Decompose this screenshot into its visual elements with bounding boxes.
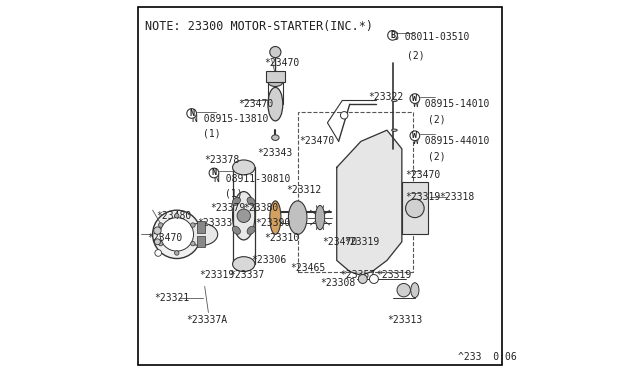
Text: B: B <box>390 31 395 40</box>
Text: B 08011-03510: B 08011-03510 <box>392 32 469 42</box>
Ellipse shape <box>411 283 419 298</box>
Text: (1): (1) <box>203 129 220 139</box>
Text: *23337: *23337 <box>229 270 264 280</box>
Text: N 08915-13810: N 08915-13810 <box>191 114 268 124</box>
Text: (1): (1) <box>225 189 243 198</box>
Text: N: N <box>211 169 216 177</box>
Text: N: N <box>189 109 194 118</box>
Text: N 08911-30810: N 08911-30810 <box>214 174 291 183</box>
Circle shape <box>340 112 348 119</box>
Ellipse shape <box>232 257 255 272</box>
Ellipse shape <box>270 201 281 234</box>
Text: *23312: *23312 <box>287 185 322 195</box>
Circle shape <box>369 275 378 283</box>
Ellipse shape <box>232 197 241 205</box>
Ellipse shape <box>268 87 283 121</box>
Text: ^233  0:06: ^233 0:06 <box>458 352 516 362</box>
Circle shape <box>160 218 193 251</box>
Ellipse shape <box>232 226 241 234</box>
Text: *23333: *23333 <box>197 218 232 228</box>
Text: *23378: *23378 <box>205 155 240 165</box>
Bar <box>197 221 205 232</box>
Circle shape <box>187 109 196 118</box>
Ellipse shape <box>232 160 255 175</box>
Text: *23322: *23322 <box>369 92 404 102</box>
Text: W: W <box>412 131 417 140</box>
Ellipse shape <box>289 201 307 234</box>
Text: *23470: *23470 <box>300 137 335 146</box>
Text: *23318: *23318 <box>439 192 474 202</box>
Circle shape <box>154 239 161 245</box>
Text: NOTE: 23300 MOTOR-STARTER(INC.*): NOTE: 23300 MOTOR-STARTER(INC.*) <box>145 20 373 32</box>
Text: *23319: *23319 <box>406 192 441 202</box>
Text: (2): (2) <box>428 151 445 161</box>
Circle shape <box>175 251 179 255</box>
Text: *23470: *23470 <box>238 99 273 109</box>
Ellipse shape <box>392 99 397 102</box>
Ellipse shape <box>184 223 218 246</box>
Text: *23390: *23390 <box>255 218 290 228</box>
Bar <box>266 71 285 82</box>
Polygon shape <box>337 130 402 275</box>
Text: *23470: *23470 <box>264 58 300 68</box>
Ellipse shape <box>232 192 255 240</box>
Ellipse shape <box>316 205 324 230</box>
Ellipse shape <box>268 77 283 86</box>
Text: *23465: *23465 <box>291 263 326 273</box>
Text: (2): (2) <box>428 114 445 124</box>
Circle shape <box>175 214 179 218</box>
Ellipse shape <box>247 226 255 234</box>
Text: *23308: *23308 <box>320 278 355 288</box>
Circle shape <box>410 131 420 141</box>
Text: *23319: *23319 <box>199 270 234 280</box>
Circle shape <box>191 223 195 227</box>
Circle shape <box>397 283 410 297</box>
Text: *23470: *23470 <box>322 237 357 247</box>
Bar <box>197 236 205 247</box>
Text: *23319: *23319 <box>376 270 411 280</box>
Text: *23380: *23380 <box>244 203 279 213</box>
Circle shape <box>154 227 161 234</box>
Circle shape <box>410 94 420 103</box>
Circle shape <box>209 168 219 178</box>
Circle shape <box>358 275 367 283</box>
Text: *23480: *23480 <box>156 211 191 221</box>
Text: W 08915-14010: W 08915-14010 <box>413 99 490 109</box>
Text: *23313: *23313 <box>387 315 422 325</box>
Text: *23321: *23321 <box>154 293 189 302</box>
Text: *23310: *23310 <box>264 233 300 243</box>
Circle shape <box>237 209 250 222</box>
Text: *23357: *23357 <box>340 270 376 280</box>
Circle shape <box>406 199 424 218</box>
Circle shape <box>152 210 201 259</box>
Circle shape <box>159 223 163 227</box>
Ellipse shape <box>247 197 255 205</box>
Text: (2): (2) <box>408 51 425 61</box>
Text: W 08915-44010: W 08915-44010 <box>413 137 490 146</box>
Circle shape <box>270 46 281 58</box>
Ellipse shape <box>271 135 279 141</box>
Circle shape <box>159 241 163 246</box>
Circle shape <box>155 250 161 256</box>
Text: *23319: *23319 <box>344 237 380 247</box>
Ellipse shape <box>392 129 397 131</box>
Text: *23470: *23470 <box>406 170 441 180</box>
Text: *23343: *23343 <box>257 148 292 157</box>
Text: *23337A: *23337A <box>186 315 227 325</box>
Text: *23379: *23379 <box>211 203 246 213</box>
Text: *23306: *23306 <box>251 256 287 265</box>
Bar <box>402 182 428 234</box>
Circle shape <box>388 31 397 40</box>
Bar <box>298 112 413 272</box>
Circle shape <box>191 241 195 246</box>
Text: W: W <box>412 94 417 103</box>
Text: *23470: *23470 <box>147 233 182 243</box>
